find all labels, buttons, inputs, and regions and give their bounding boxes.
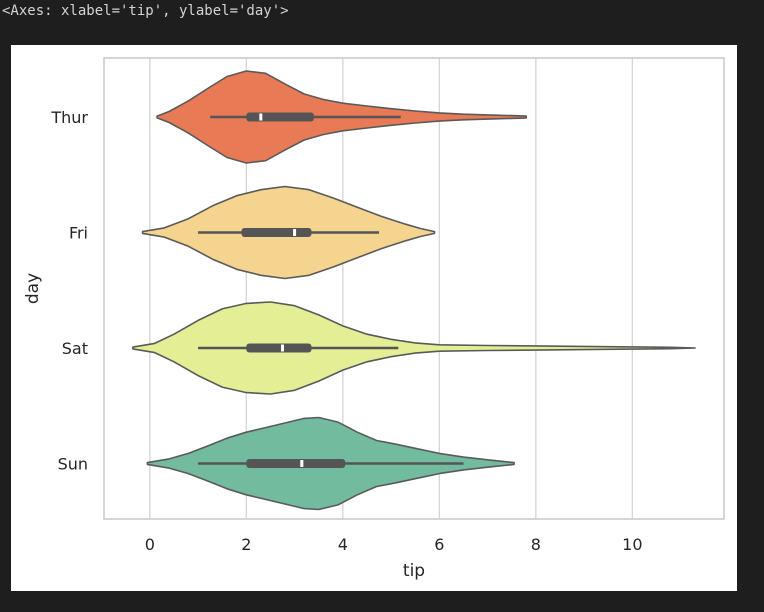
- median-sun: [300, 460, 304, 467]
- x-axis-title: tip: [403, 561, 425, 581]
- xtick-label: 10: [622, 535, 642, 554]
- ytick-label: Fri: [69, 224, 88, 243]
- iqr-box-fri: [241, 228, 312, 237]
- iqr-box-sat: [246, 343, 312, 353]
- iqr-box-thur: [246, 112, 314, 122]
- ytick-label: Sun: [58, 455, 88, 474]
- output-label: <Axes: xlabel='tip', ylabel='day'>: [2, 3, 289, 19]
- figure: Thur Fri Sat Sun 0 2 4 6 8 10 tip day: [11, 45, 737, 591]
- axes-frame: [103, 57, 725, 520]
- violin-sat: [132, 301, 696, 395]
- xtick-label: 6: [434, 535, 444, 554]
- ytick-label: Thur: [50, 108, 88, 127]
- xtick-label: 4: [338, 535, 348, 554]
- xtick-label: 8: [531, 535, 541, 554]
- xtick-label: 0: [145, 535, 155, 554]
- median-sat: [281, 344, 285, 352]
- iqr-box-sun: [246, 459, 346, 468]
- median-thur: [259, 113, 263, 121]
- ytick-label: Sat: [62, 339, 88, 358]
- median-fri: [293, 229, 297, 236]
- xtick-label: 2: [241, 535, 251, 554]
- y-axis-title: day: [23, 273, 43, 304]
- violin-plot: Thur Fri Sat Sun 0 2 4 6 8 10 tip day: [23, 57, 725, 581]
